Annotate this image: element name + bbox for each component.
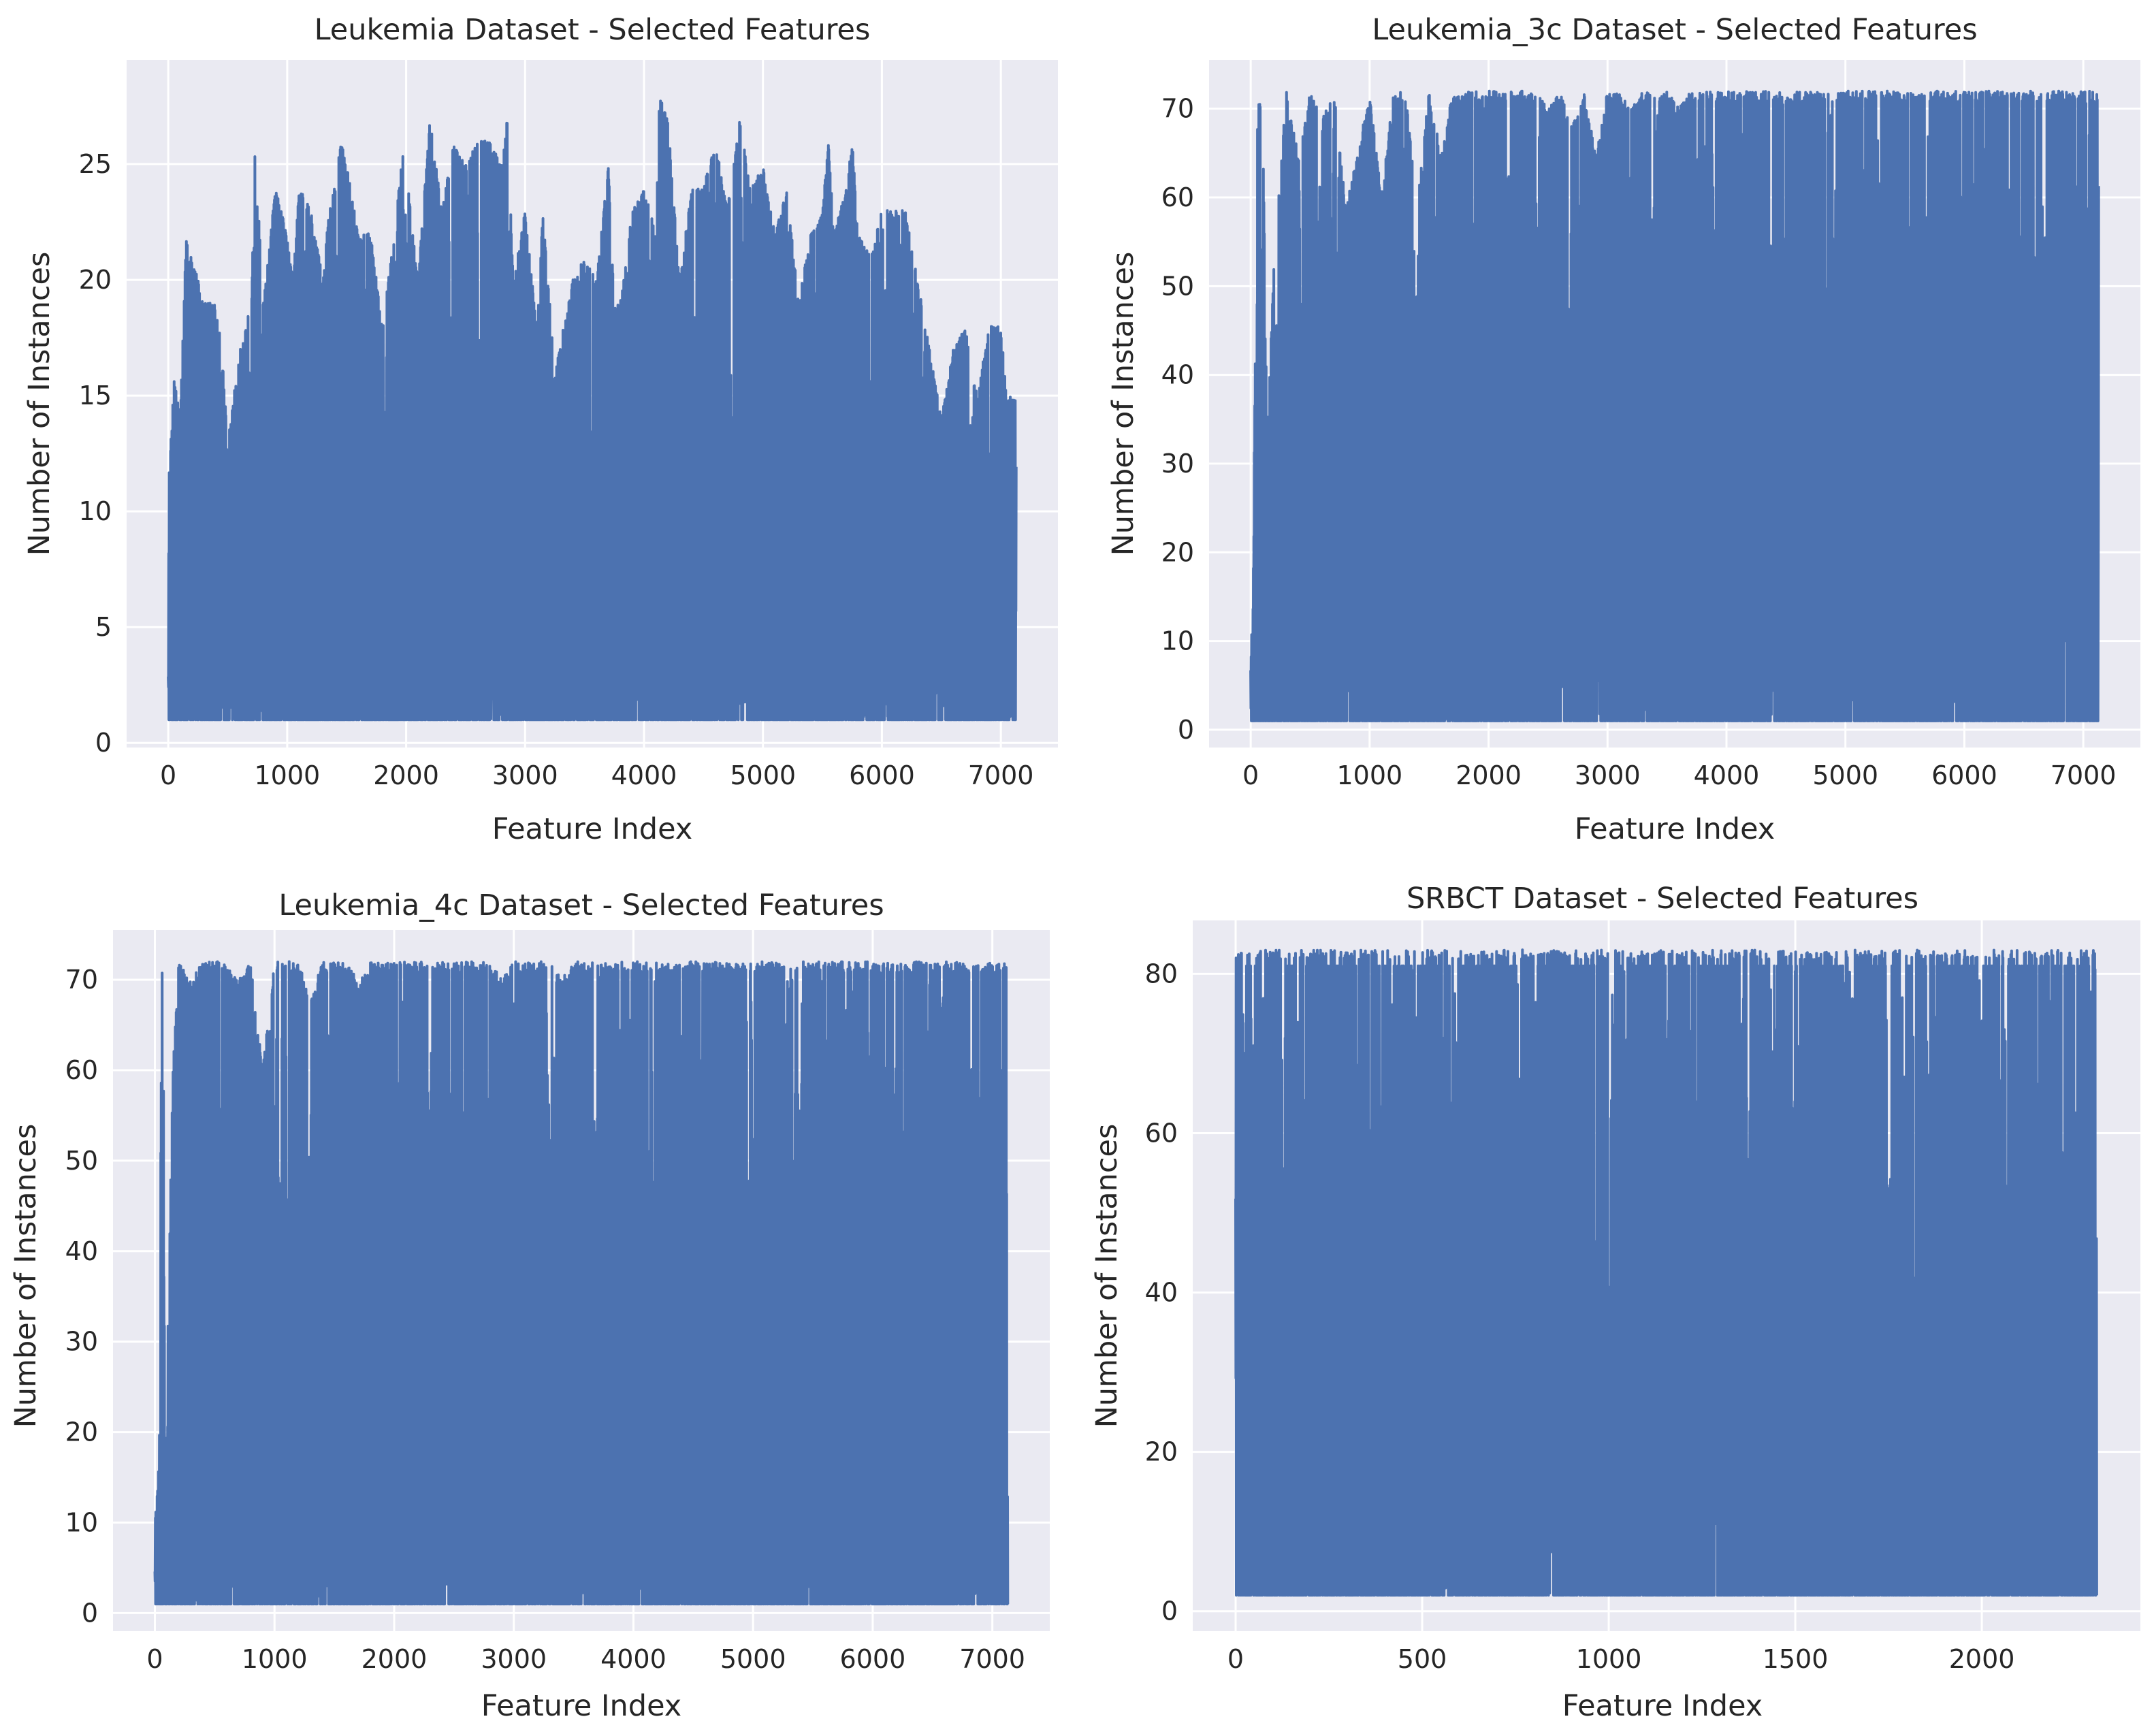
series-line (1249, 89, 2100, 722)
x-axis-label: Feature Index (1562, 1689, 1763, 1723)
chart-title: Leukemia_3c Dataset - Selected Features (1372, 13, 1977, 47)
y-axis-label: Number of Instances (22, 252, 57, 556)
x-tick-label: 6000 (1931, 760, 1997, 790)
x-axis-label: Feature Index (481, 1689, 682, 1723)
x-tick-label: 2000 (1456, 760, 1522, 790)
y-tick-label: 40 (65, 1236, 98, 1266)
x-tick-label: 7000 (2051, 760, 2117, 790)
x-tick-label: 1500 (1763, 1644, 1829, 1674)
x-tick-label: 5000 (1812, 760, 1878, 790)
y-tick-label: 20 (65, 1417, 98, 1447)
y-tick-label: 60 (1145, 1118, 1178, 1148)
x-tick-label: 3000 (492, 760, 558, 790)
y-tick-label: 50 (1161, 271, 1194, 301)
y-tick-label: 10 (79, 496, 112, 526)
tick-labels: 0 1000 2000 3000 4000 5000 6000 7000 0 5 10 15 20 25 (79, 149, 1034, 790)
series-line (153, 960, 1010, 1606)
y-tick-label: 60 (65, 1055, 98, 1085)
x-tick-label: 7000 (959, 1644, 1025, 1674)
tick-labels: 0 500 1000 1500 2000 0 20 40 60 80 (1145, 959, 2015, 1674)
series-line (167, 99, 1018, 722)
line-series (1234, 948, 2098, 1597)
panel-leukemia-3c: 0 1000 2000 3000 4000 5000 6000 7000 0 10 20 30 40 50… (1106, 13, 2140, 846)
line-series (167, 99, 1018, 722)
y-tick-label: 15 (79, 381, 112, 411)
x-axis-label: Feature Index (492, 812, 693, 846)
chart-title: SRBCT Dataset - Selected Features (1406, 882, 1918, 916)
line-series (1249, 89, 2100, 722)
x-tick-label: 500 (1398, 1644, 1447, 1674)
x-tick-label: 3000 (481, 1644, 547, 1674)
y-tick-label: 60 (1161, 182, 1194, 212)
chart-title: Leukemia Dataset - Selected Features (315, 13, 871, 47)
y-axis-label: Number of Instances (1106, 252, 1140, 556)
x-tick-label: 1000 (1337, 760, 1403, 790)
y-tick-label: 0 (82, 1598, 98, 1628)
chart-title: Leukemia_4c Dataset - Selected Features (278, 888, 884, 922)
panel-srbct: 0 500 1000 1500 2000 0 20 40 60 80 SRBCT Dataset … (1090, 882, 2140, 1723)
y-axis-label: Number of Instances (1090, 1124, 1124, 1428)
x-axis-label: Feature Index (1575, 812, 1775, 846)
tick-labels: 0 1000 2000 3000 4000 5000 6000 7000 0 10 20 30 40 50… (65, 965, 1025, 1674)
x-tick-label: 1000 (1576, 1644, 1642, 1674)
y-tick-label: 50 (65, 1146, 98, 1176)
x-tick-label: 7000 (968, 760, 1034, 790)
x-tick-label: 2000 (373, 760, 439, 790)
y-tick-label: 30 (65, 1327, 98, 1357)
x-tick-label: 0 (160, 760, 176, 790)
x-tick-label: 5000 (730, 760, 796, 790)
y-tick-label: 20 (1161, 537, 1194, 567)
x-tick-label: 1000 (255, 760, 321, 790)
y-tick-label: 20 (1145, 1437, 1178, 1467)
y-tick-label: 20 (79, 265, 112, 295)
line-series (153, 960, 1010, 1606)
y-axis-label: Number of Instances (9, 1124, 43, 1428)
series-line (1234, 948, 2098, 1597)
y-tick-label: 40 (1145, 1278, 1178, 1308)
x-tick-label: 4000 (611, 760, 677, 790)
y-tick-label: 0 (1178, 715, 1194, 745)
x-tick-label: 3000 (1575, 760, 1641, 790)
y-tick-label: 40 (1161, 360, 1194, 390)
y-tick-label: 80 (1145, 959, 1178, 988)
x-tick-label: 4000 (600, 1644, 666, 1674)
panel-leukemia-4c: 0 1000 2000 3000 4000 5000 6000 7000 0 10 20 30 40 50… (9, 888, 1050, 1723)
x-tick-label: 2000 (361, 1644, 428, 1674)
y-tick-label: 5 (95, 612, 112, 642)
tick-labels: 0 1000 2000 3000 4000 5000 6000 7000 0 10 20 30 40 50… (1161, 94, 2117, 790)
x-tick-label: 4000 (1694, 760, 1760, 790)
y-tick-label: 30 (1161, 449, 1194, 479)
x-tick-label: 2000 (1949, 1644, 2015, 1674)
x-tick-label: 1000 (242, 1644, 308, 1674)
x-tick-label: 0 (1227, 1644, 1244, 1674)
y-tick-label: 0 (95, 728, 112, 758)
x-tick-label: 0 (146, 1644, 163, 1674)
x-tick-label: 5000 (720, 1644, 786, 1674)
y-tick-label: 70 (65, 965, 98, 995)
y-tick-label: 10 (1161, 626, 1194, 656)
y-tick-label: 25 (79, 149, 112, 179)
y-tick-label: 10 (65, 1508, 98, 1538)
x-tick-label: 6000 (840, 1644, 906, 1674)
panel-leukemia: 0 1000 2000 3000 4000 5000 6000 70000510152025 … (22, 13, 1058, 846)
y-tick-label: 0 (1161, 1596, 1178, 1626)
x-tick-label: 0 (1242, 760, 1259, 790)
x-tick-label: 6000 (849, 760, 915, 790)
y-tick-label: 70 (1161, 94, 1194, 124)
